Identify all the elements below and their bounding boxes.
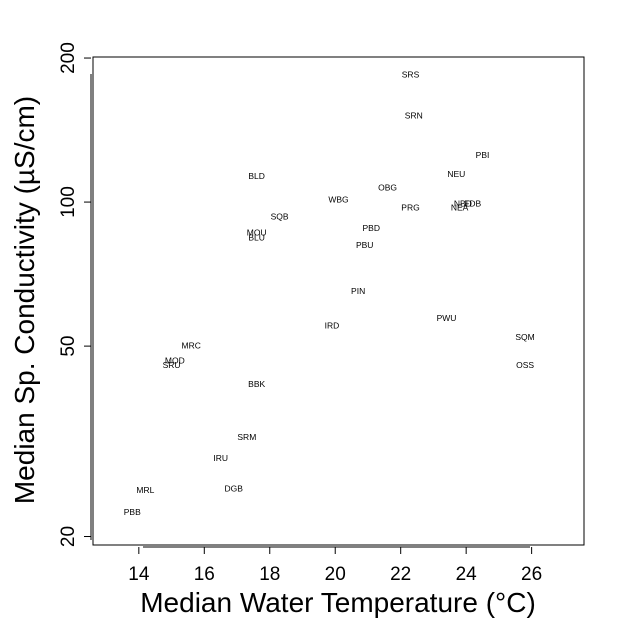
y-tick-label: 20 — [58, 526, 79, 547]
point-label-srn: SRN — [405, 111, 423, 121]
point-label-iru: IRU — [213, 453, 228, 463]
plot-frame — [92, 56, 585, 546]
point-label-fdb: FDB — [464, 198, 481, 208]
x-tick-label: 24 — [456, 564, 478, 585]
x-tick-label: 18 — [259, 564, 280, 585]
point-label-pbb: PBB — [124, 507, 141, 517]
point-label-nea: NEA — [451, 203, 469, 213]
point-label-prg: PRG — [401, 203, 419, 213]
point-label-pbd: PBD — [362, 223, 379, 233]
x-tick-label: 20 — [325, 564, 346, 585]
point-label-pbu: PBU — [356, 240, 373, 250]
point-label-mod: MOD — [165, 355, 185, 365]
y-axis-title: Median Sp. Conductivity (µS/cm) — [9, 96, 40, 504]
point-label-bbk: BBK — [248, 379, 265, 389]
point-label-mrc: MRC — [182, 340, 201, 350]
point-label-pwu: PWU — [437, 313, 457, 323]
y-tick-label: 100 — [58, 186, 79, 218]
y-tick-label: 50 — [58, 336, 79, 357]
point-label-oss: OSS — [516, 360, 534, 370]
point-label-nbd: NBD — [454, 198, 472, 208]
point-label-mrl: MRL — [136, 485, 154, 495]
point-label-sqb: SQB — [271, 211, 289, 221]
point-label-ird: IRD — [325, 321, 340, 331]
x-tick-label: 26 — [521, 564, 542, 585]
point-label-wbg: WBG — [328, 194, 348, 204]
y-axis: 20 50 100 200 — [58, 42, 92, 547]
point-label-mou: MOU — [247, 228, 267, 238]
point-label-obg: OBG — [378, 182, 397, 192]
point-label-srs: SRS — [402, 70, 420, 80]
point-label-pin: PIN — [351, 286, 365, 296]
x-axis-title: Median Water Temperature (°C) — [140, 587, 536, 618]
x-axis: 14 16 18 20 22 24 26 — [128, 546, 542, 585]
y-tick-label: 200 — [58, 42, 79, 74]
point-label-dgb: DGB — [225, 484, 244, 494]
x-tick-label: 14 — [128, 564, 150, 585]
point-label-pbi: PBI — [476, 150, 490, 160]
point-label-bld: BLD — [248, 171, 265, 181]
point-label-blu: BLU — [248, 233, 265, 243]
x-tick-label: 16 — [194, 564, 215, 585]
point-label-srm: SRM — [237, 432, 256, 442]
point-label-sru: SRU — [163, 360, 181, 370]
x-tick-label: 22 — [390, 564, 411, 585]
point-label-neu: NEU — [447, 169, 465, 179]
point-label-sqm: SQM — [515, 332, 534, 342]
